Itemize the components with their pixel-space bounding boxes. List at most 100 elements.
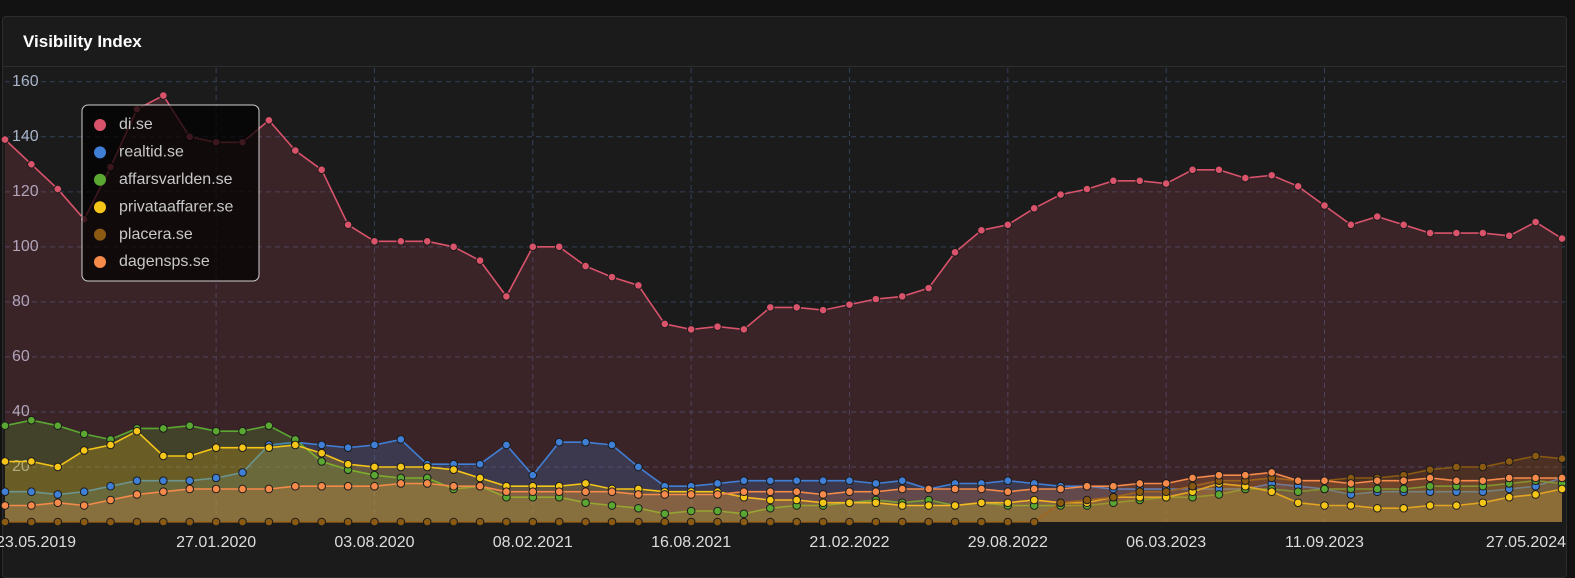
data-point <box>1109 492 1118 502</box>
data-point <box>871 479 881 488</box>
data-point <box>739 517 749 527</box>
data-point <box>818 476 828 486</box>
data-point <box>1557 234 1567 243</box>
data-point <box>792 487 801 497</box>
series-line <box>5 438 1563 496</box>
data-point <box>871 294 881 304</box>
x-tick-label: 29.08.2022 <box>968 534 1048 551</box>
data-point <box>1135 176 1145 186</box>
x-tick-label: 08.02.2021 <box>493 534 573 551</box>
data-point <box>1504 231 1514 241</box>
data-point <box>1504 492 1514 502</box>
x-tick-label: 03.08.2020 <box>334 534 414 551</box>
series-line <box>4 94 1563 331</box>
data-point <box>818 490 828 499</box>
data-point <box>1029 484 1039 494</box>
data-point <box>1267 468 1277 477</box>
data-point <box>1082 184 1092 194</box>
data-point <box>634 490 643 499</box>
data-point <box>607 272 617 282</box>
data-point <box>1399 503 1408 513</box>
data-point <box>1478 228 1488 238</box>
y-tick-label: 80 <box>12 293 30 310</box>
data-point <box>1320 484 1329 494</box>
data-point <box>475 256 485 265</box>
data-point <box>1425 501 1435 510</box>
data-point <box>1056 484 1065 494</box>
data-point <box>1188 481 1197 491</box>
data-point <box>238 484 247 494</box>
data-point <box>185 484 195 494</box>
data-point <box>79 517 89 527</box>
data-point <box>264 421 274 430</box>
data-point <box>106 481 115 491</box>
data-point <box>27 501 36 510</box>
data-point <box>845 300 854 309</box>
data-point <box>897 292 907 301</box>
data-point <box>686 506 696 516</box>
x-tick-label: 27.05.2024 <box>1486 534 1566 551</box>
data-point <box>1452 462 1461 472</box>
data-point <box>1003 220 1013 230</box>
data-point <box>1320 201 1329 210</box>
data-point <box>554 437 564 447</box>
data-point <box>1214 490 1224 499</box>
data-point <box>1531 451 1540 461</box>
data-point <box>211 426 221 436</box>
data-point <box>1531 473 1540 483</box>
y-tick-label: 160 <box>12 73 39 90</box>
data-point <box>370 470 379 480</box>
data-point <box>607 501 617 510</box>
data-point <box>739 476 749 486</box>
data-point <box>1214 470 1224 480</box>
data-point <box>1003 517 1013 527</box>
data-point <box>1425 473 1435 483</box>
data-point <box>106 440 115 450</box>
data-point <box>924 517 933 527</box>
data-point <box>1425 228 1435 238</box>
data-point <box>1161 479 1171 488</box>
data-point <box>818 517 828 527</box>
data-point <box>53 184 63 194</box>
data-point <box>1452 501 1461 510</box>
data-point <box>713 517 722 527</box>
data-point <box>1452 476 1461 486</box>
data-point <box>554 487 564 497</box>
data-point <box>1029 495 1039 505</box>
y-tick-label: 120 <box>12 183 39 200</box>
legend-marker <box>94 201 106 214</box>
data-point <box>686 325 696 334</box>
legend-label: privataaffarer.se <box>119 198 234 215</box>
data-point <box>897 476 907 486</box>
data-point <box>106 495 115 505</box>
data-point <box>0 457 10 466</box>
data-point <box>792 517 801 527</box>
y-tick-label: 60 <box>12 348 30 365</box>
data-point <box>607 487 617 497</box>
series-line <box>5 430 1563 509</box>
data-point <box>1056 190 1065 199</box>
data-point <box>53 498 63 508</box>
data-point <box>317 517 326 527</box>
data-point <box>317 457 326 466</box>
data-point <box>159 91 168 100</box>
data-point <box>1003 476 1013 486</box>
data-point <box>1531 490 1540 499</box>
data-point <box>528 517 538 527</box>
legend-label: di.se <box>119 116 153 133</box>
x-tick-label: 21.02.2022 <box>809 534 889 551</box>
data-point <box>634 503 643 513</box>
data-point <box>396 237 406 246</box>
data-point <box>1109 176 1118 186</box>
data-point <box>502 440 511 450</box>
data-point <box>977 226 986 235</box>
legend-marker <box>94 146 106 159</box>
data-point <box>422 517 432 527</box>
data-point <box>396 462 406 472</box>
data-point <box>660 490 670 499</box>
data-point <box>317 448 326 458</box>
data-point <box>27 160 36 169</box>
data-point <box>370 440 379 450</box>
data-point <box>1504 473 1514 483</box>
data-point <box>1320 501 1329 510</box>
